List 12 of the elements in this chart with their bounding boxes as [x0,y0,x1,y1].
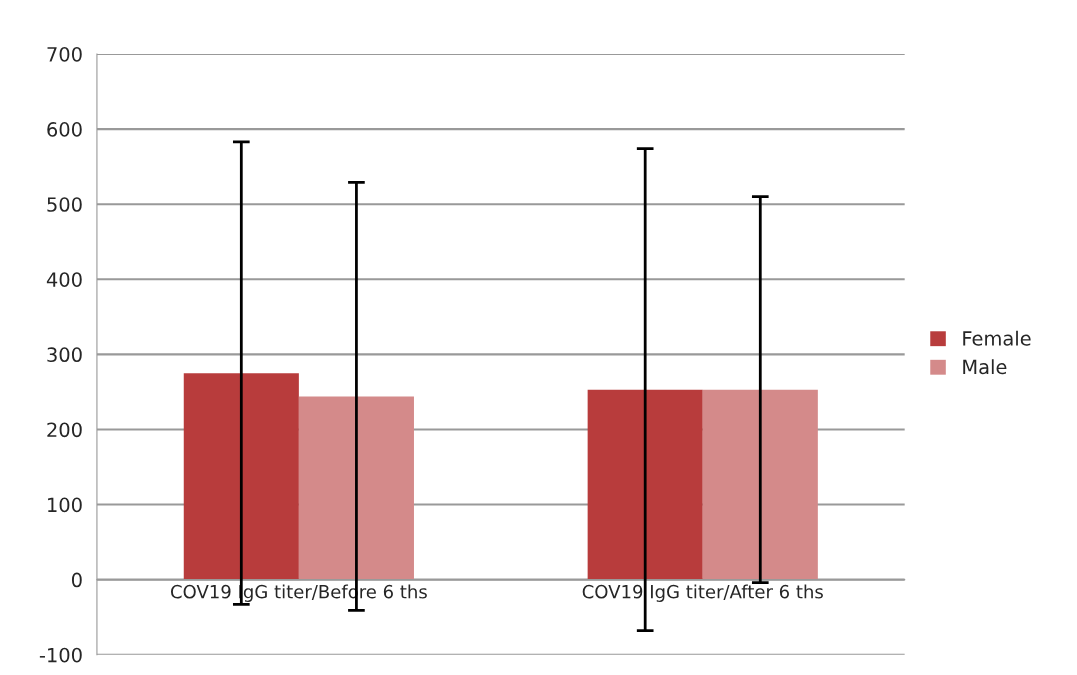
y-tick-label: 700 [47,46,82,62]
legend-label: Female [963,330,1031,346]
y-tick-label: 0 [71,572,82,588]
y-tick-label: -100 [39,647,82,663]
y-tick-label: 400 [46,272,82,287]
y-tick-label: 500 [47,197,82,212]
y-tick-label: 300 [47,347,82,363]
y-tick-label: 200 [47,422,82,438]
x-tick-label: COV19 IgG titer/After 6 ths [582,584,823,602]
y-tick-label: 100 [48,497,82,513]
legend-label: Male [963,359,1007,375]
y-tick-label: 600 [47,122,82,137]
